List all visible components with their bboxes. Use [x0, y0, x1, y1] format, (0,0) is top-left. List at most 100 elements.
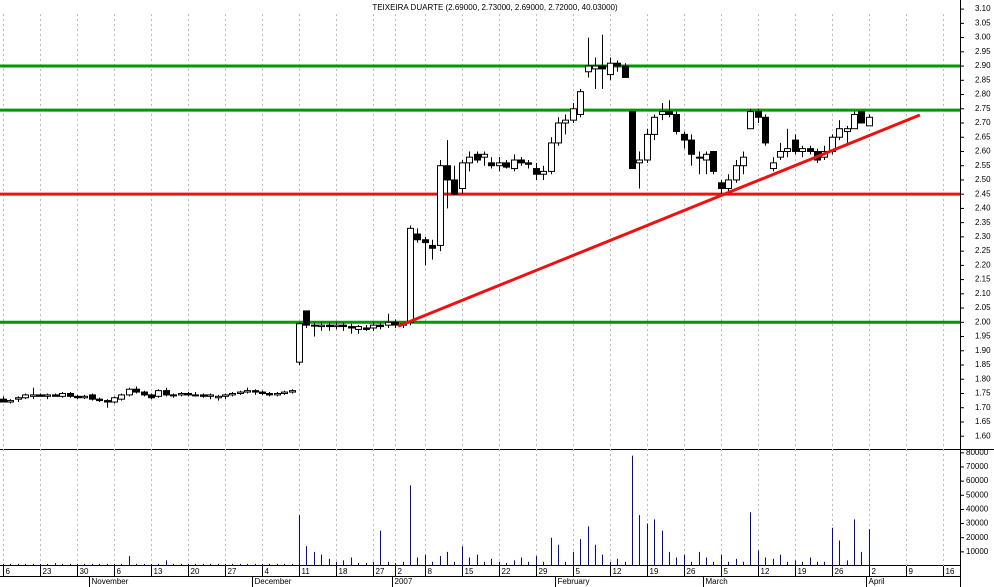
volume-tick-label: 30000: [966, 519, 989, 528]
candle-body: [703, 153, 710, 161]
candle-body: [599, 65, 606, 70]
candle-body: [303, 310, 310, 326]
candle-body: [266, 392, 273, 396]
candle-body: [866, 116, 873, 127]
candle-body: [525, 162, 532, 165]
candle-body: [592, 65, 599, 70]
candle-body: [118, 394, 125, 400]
candle-body: [414, 233, 421, 241]
candle-body: [252, 390, 259, 393]
y-tick-label: 2.90: [975, 61, 991, 70]
candle-body: [651, 116, 658, 135]
x-tick-label: 20: [191, 567, 200, 576]
y-tick-label: 2.10: [975, 289, 991, 298]
y-tick-label: 2.75: [975, 104, 991, 113]
candle-body: [15, 397, 22, 400]
x-tick-label: 11: [302, 567, 311, 576]
y-tick-label: 2.15: [975, 275, 991, 284]
candle-body: [511, 159, 518, 170]
candle-body: [30, 394, 37, 397]
candle-body: [170, 394, 177, 397]
volume-tick-label: 20000: [966, 533, 989, 542]
month-label: April: [869, 577, 885, 586]
candle-body: [318, 324, 325, 328]
y-tick-label: 2.45: [975, 189, 991, 198]
candle-body: [281, 391, 288, 394]
y-tick-label: 1.80: [975, 374, 991, 383]
candle-body: [770, 162, 777, 170]
candle-body: [836, 128, 843, 138]
candle-body: [385, 321, 392, 326]
candle-body: [688, 139, 695, 155]
candle-body: [7, 400, 14, 403]
candle-body: [289, 390, 296, 393]
y-tick-label: 1.95: [975, 332, 991, 341]
y-tick-label: 2.30: [975, 232, 991, 241]
candle-body: [22, 394, 29, 399]
candle-body: [555, 122, 562, 144]
candle-body: [666, 111, 673, 115]
month-label: November: [92, 577, 129, 586]
candle-body: [96, 398, 103, 402]
candle-body: [229, 392, 236, 396]
candle-body: [74, 395, 81, 399]
x-tick-label: 29: [539, 567, 548, 576]
y-tick-label: 2.80: [975, 90, 991, 99]
candle-body: [614, 62, 621, 67]
x-tick-label: 19: [798, 567, 807, 576]
candle-body: [163, 390, 170, 396]
month-label: 2007: [395, 577, 413, 586]
candle-body: [681, 133, 688, 141]
candle-body: [407, 227, 414, 323]
candle-body: [540, 170, 547, 175]
candle-body: [422, 239, 429, 244]
candle-body: [200, 394, 207, 397]
y-tick-label: 1.60: [975, 431, 991, 440]
x-tick-label: 27: [376, 567, 385, 576]
candle-body: [192, 394, 199, 397]
x-tick-label: 2: [398, 567, 403, 576]
candle-body: [81, 395, 88, 399]
candle-body: [185, 392, 192, 396]
candle-body: [725, 179, 732, 189]
candle-body: [607, 62, 614, 76]
candle-body: [799, 148, 806, 152]
x-tick-label: 15: [465, 567, 474, 576]
x-tick-label: 4: [265, 567, 270, 576]
candle-body: [636, 159, 643, 164]
candle-body: [89, 394, 96, 400]
volume-tick-label: 50000: [966, 490, 989, 499]
candle-body: [762, 116, 769, 144]
candle-body: [629, 111, 636, 170]
candle-body: [274, 392, 281, 396]
candle-body: [363, 327, 370, 330]
x-tick-label: 6: [117, 567, 122, 576]
candle-body: [155, 390, 162, 397]
volume-tick-label: 70000: [966, 462, 989, 471]
candle-body: [481, 153, 488, 158]
x-tick-label: 23: [43, 567, 52, 576]
y-tick-label: 2.85: [975, 75, 991, 84]
y-tick-label: 3.00: [975, 33, 991, 42]
candle-body: [755, 111, 762, 118]
candle-body: [733, 165, 740, 181]
candle-body: [437, 165, 444, 246]
y-tick-label: 2.00: [975, 317, 991, 326]
x-tick-label: 5: [724, 567, 729, 576]
y-tick-label: 1.75: [975, 389, 991, 398]
candle-body: [792, 139, 799, 152]
candle-body: [52, 394, 59, 397]
y-tick-label: 3.05: [975, 18, 991, 27]
candle-body: [340, 324, 347, 328]
candle-body: [659, 111, 666, 115]
candle-body: [377, 324, 384, 328]
candle-body: [488, 162, 495, 167]
volume-tick-label: 80000: [966, 448, 989, 457]
candle-body: [696, 156, 703, 159]
x-tick-label: 6: [6, 567, 11, 576]
candle-body: [518, 159, 525, 164]
y-tick-label: 2.70: [975, 118, 991, 127]
candle-body: [141, 391, 148, 396]
